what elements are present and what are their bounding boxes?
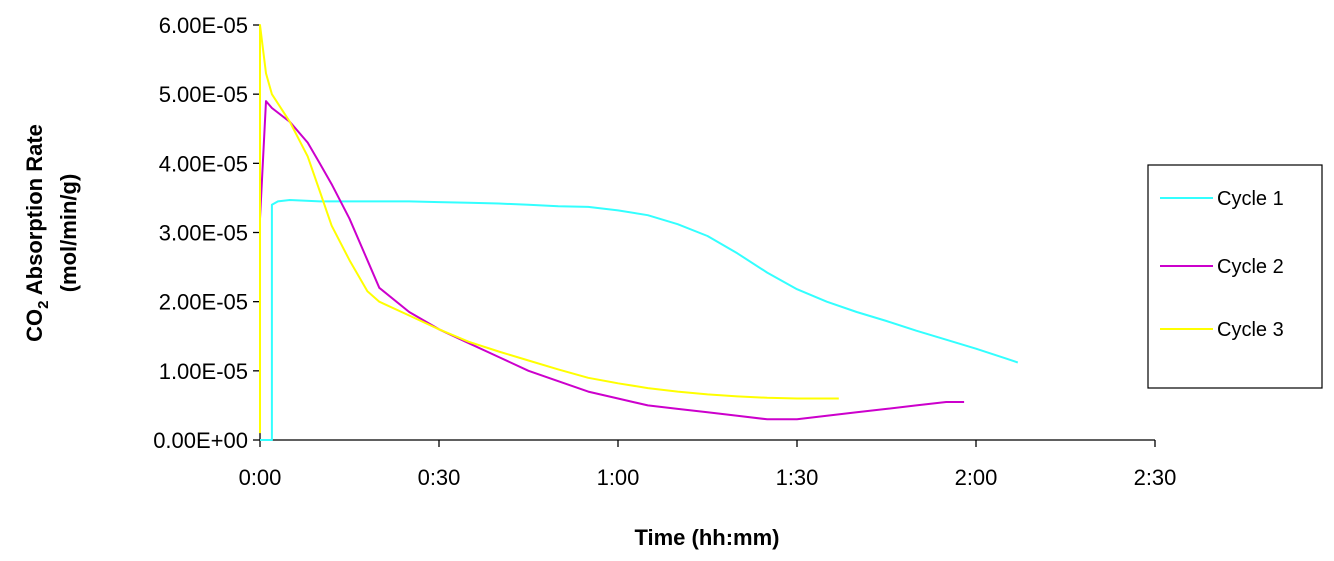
y-tick-label: 6.00E-05 xyxy=(159,13,248,38)
legend-box xyxy=(1147,164,1323,389)
legend: Cycle 1 Cycle 2 Cycle 3 xyxy=(1147,164,1323,389)
x-tick-label: 2:30 xyxy=(1134,465,1177,490)
series-line-cycle-3 xyxy=(259,24,839,434)
ticks: 0.00E+00 1.00E-05 2.00E-05 3.00E-05 4.00E-05… xyxy=(153,13,1176,490)
y-axis-title-line1: CO2 Absorption Rate xyxy=(22,124,52,342)
x-tick-label: 2:00 xyxy=(955,465,998,490)
y-tick-label: 1.00E-05 xyxy=(159,359,248,384)
y-tick-label: 3.00E-05 xyxy=(159,221,248,246)
x-tick-label: 0:00 xyxy=(239,465,282,490)
y-axis-title-rest: Absorption Rate xyxy=(22,124,47,300)
series-line-cycle-1 xyxy=(260,199,1019,441)
y-tick-label: 2.00E-05 xyxy=(159,290,248,315)
y-axis-title-co: CO xyxy=(22,309,47,342)
x-tick-label: 0:30 xyxy=(418,465,461,490)
y-tick-label: 0.00E+00 xyxy=(153,428,248,453)
y-axis-title-line2: (mol/min/g) xyxy=(56,174,81,293)
axes xyxy=(259,25,1155,441)
legend-label-cycle-3: Cycle 3 xyxy=(1217,319,1284,341)
legend-label-cycle-1: Cycle 1 xyxy=(1217,188,1284,210)
y-tick-label: 5.00E-05 xyxy=(159,82,248,107)
x-axis-title: Time (hh:mm) xyxy=(634,525,779,550)
y-axis-title-subscript: 2 xyxy=(35,301,52,309)
plot-area xyxy=(259,24,1019,441)
y-tick-label: 4.00E-05 xyxy=(159,151,248,176)
series-line-cycle-2 xyxy=(259,100,965,421)
legend-label-cycle-2: Cycle 2 xyxy=(1217,256,1284,278)
x-tick-label: 1:00 xyxy=(597,465,640,490)
x-tick-label: 1:30 xyxy=(776,465,819,490)
